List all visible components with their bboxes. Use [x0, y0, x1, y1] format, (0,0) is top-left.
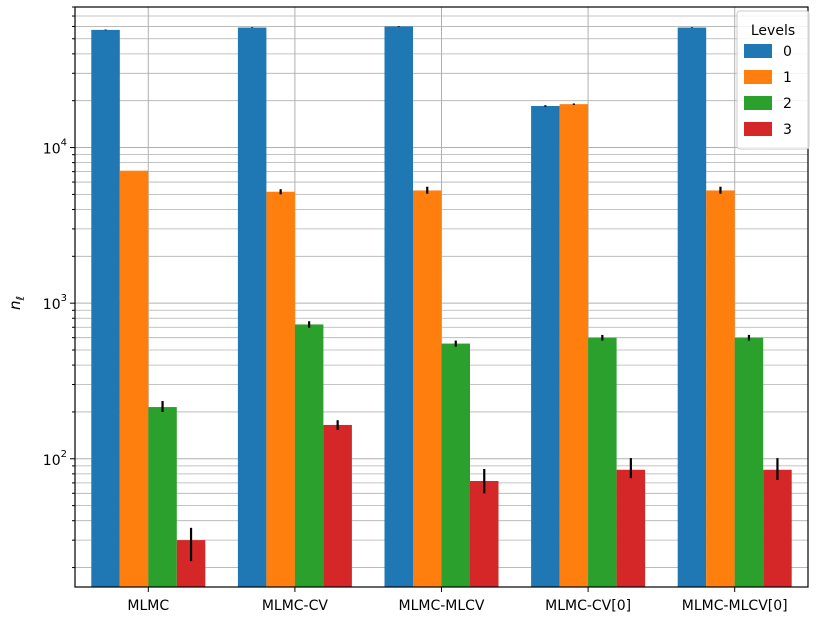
bar-0: [91, 29, 120, 588]
bar-3: [616, 469, 646, 587]
x-tick-label: MLMC-CV: [262, 598, 329, 614]
legend-swatch-1: [744, 70, 772, 84]
y-tick-label: 103: [43, 293, 67, 313]
legend: Levels 0 1 2 3: [736, 10, 810, 150]
x-tick-label: MLMC-CV[0]: [545, 598, 631, 614]
bar-3: [763, 469, 792, 587]
legend-swatch-2: [744, 96, 772, 110]
bar-2: [734, 337, 764, 587]
bar-0: [531, 105, 560, 588]
bar-2: [441, 343, 470, 587]
y-axis-label: nℓ: [6, 296, 27, 310]
bars: [91, 26, 792, 588]
bar-2: [294, 324, 324, 587]
legend-swatch-0: [744, 44, 772, 58]
x-tick-label: MLMC: [127, 598, 169, 614]
y-tick-label: 104: [43, 138, 67, 158]
legend-label-0: 0: [783, 44, 792, 60]
bar-1: [706, 190, 735, 587]
legend-label-3: 3: [783, 122, 792, 138]
legend-label-1: 1: [783, 70, 792, 86]
bar-1: [413, 190, 442, 587]
bar-1: [266, 191, 295, 587]
ticks: 102 103 104 MLMC MLMC-CV MLMC-MLCV MLMC-CV[0] M…: [43, 6, 788, 614]
legend-label-2: 2: [783, 96, 792, 112]
bar-0: [384, 26, 413, 587]
bar-1: [559, 104, 589, 587]
x-tick-label: MLMC-MLCV: [398, 598, 484, 614]
x-tick-label: MLMC-MLCV[0]: [682, 598, 788, 614]
bar-2: [148, 407, 177, 587]
bar-2: [588, 337, 617, 587]
legend-title: Levels: [751, 23, 795, 39]
legend-swatch-3: [744, 122, 772, 136]
bar-3: [470, 480, 499, 587]
bar-3: [323, 424, 352, 587]
y-tick-label: 102: [43, 449, 67, 469]
bar-1: [119, 170, 149, 587]
bar-0: [677, 27, 707, 587]
error-bars: [104, 26, 779, 562]
bar-0: [237, 27, 267, 587]
